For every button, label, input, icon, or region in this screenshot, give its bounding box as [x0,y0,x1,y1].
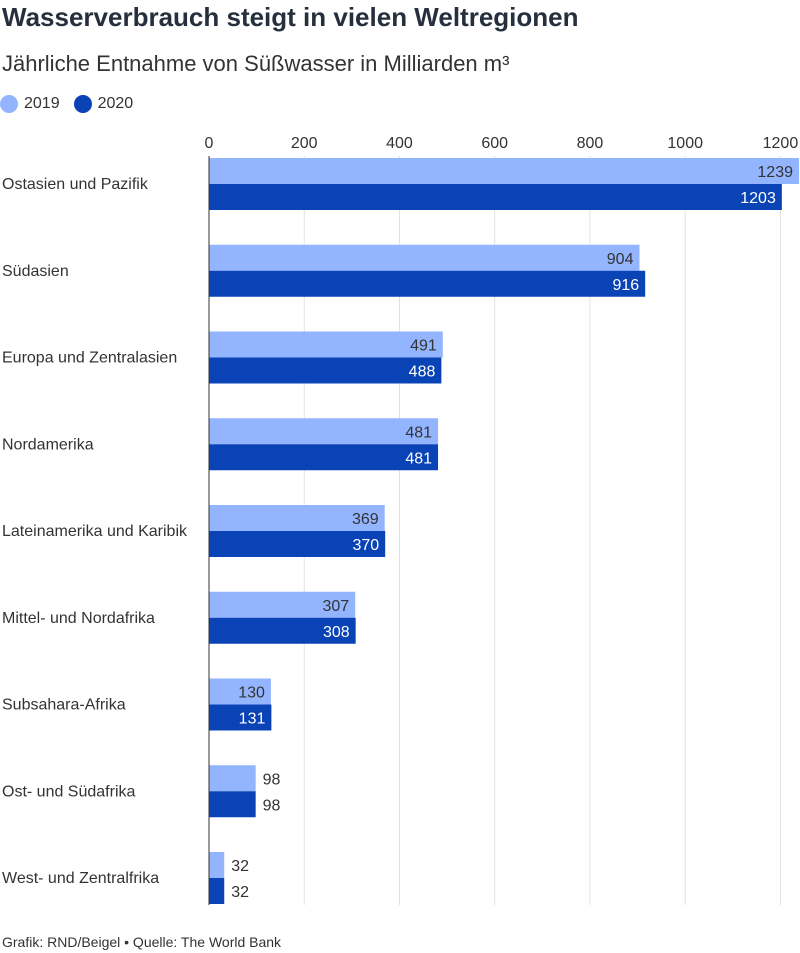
bar-2020 [209,791,256,818]
data-label-2019: 1239 [757,164,793,181]
legend-label-2019: 2019 [24,95,60,112]
bar-2020 [209,270,646,297]
legend-item-2020: 2020 [73,95,134,113]
data-label-2019: 32 [231,858,249,875]
legend-label-2020: 2020 [97,95,134,112]
data-label-2020: 308 [323,624,350,641]
bar-2019 [209,331,443,358]
data-label-2019: 904 [607,251,634,268]
data-label-2019: 369 [352,511,379,528]
data-label-2020: 131 [239,711,266,728]
bar-2019 [209,244,640,271]
data-label-2020: 370 [352,537,379,554]
data-label-2020: 1203 [740,190,776,207]
data-label-2020: 98 [263,797,281,814]
chart-title: Wasserverbrauch steigt in vielen Weltreg… [2,2,579,32]
x-tick-label-400: 400 [386,135,413,152]
category-label: West- und Zentralfrika [2,870,159,887]
bar-2019 [209,765,256,792]
data-label-2020: 916 [612,277,639,294]
category-label: Subsahara-Afrika [2,697,126,714]
legend-swatch-2020 [73,95,92,113]
category-label: Mittel- und Nordafrika [2,610,155,627]
source-note: Grafik: RND/Beigel • Quelle: The World B… [2,934,282,950]
bar-2019 [209,505,385,531]
data-label-2019: 307 [322,598,349,615]
x-tick-label-600: 600 [481,135,508,152]
bar-2020 [209,444,439,471]
x-tick-label-200: 200 [291,135,318,152]
x-tick-label-0: 0 [205,135,214,152]
category-label: Südasien [2,263,69,280]
bar-2020 [209,617,356,644]
category-label: Ostasien und Pazifik [2,176,149,193]
legend-swatch-2019 [0,95,18,113]
bar-2019 [209,591,356,618]
category-label: Europa und Zentralasien [2,350,177,367]
data-label-2020: 481 [405,450,432,467]
bar-2019 [209,418,439,445]
category-label: Lateinamerika und Karibik [2,523,188,540]
data-label-2019: 491 [410,338,437,355]
bar-2020 [209,704,272,731]
data-label-2019: 130 [238,685,265,702]
bar-2020 [209,878,225,904]
chart-subtitle: Jährliche Entnahme von Süßwasser in Mill… [2,51,510,76]
data-label-2019: 98 [263,771,281,788]
x-tick-label-1000: 1000 [667,135,703,152]
data-label-2019: 481 [405,424,432,441]
legend-item-2019: 2019 [0,95,60,113]
category-label: Nordamerika [2,436,94,453]
data-label-2020: 488 [409,364,436,381]
x-tick-label-1200: 1200 [763,135,799,152]
category-label: Ost- und Südafrika [2,783,136,800]
legend: 2019 2020 [0,95,147,113]
data-label-2020: 32 [231,884,249,901]
bar-2019 [209,852,225,878]
bar-2020 [209,357,442,384]
bar-2020 [209,184,782,210]
bar-2020 [209,531,386,557]
x-tick-label-800: 800 [577,135,604,152]
bar-2019 [209,158,799,184]
bar-2019 [209,678,271,705]
